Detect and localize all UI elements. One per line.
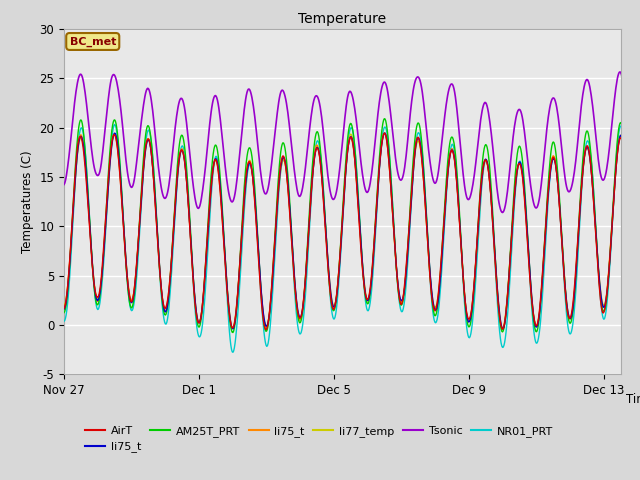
Title: Temperature: Temperature [298, 12, 387, 26]
Y-axis label: Temperatures (C): Temperatures (C) [21, 150, 34, 253]
Text: Time: Time [627, 394, 640, 407]
Legend: AirT, li75_t, AM25T_PRT, li75_t, li77_temp, Tsonic, NR01_PRT: AirT, li75_t, AM25T_PRT, li75_t, li77_te… [81, 421, 557, 457]
Text: BC_met: BC_met [70, 36, 116, 47]
